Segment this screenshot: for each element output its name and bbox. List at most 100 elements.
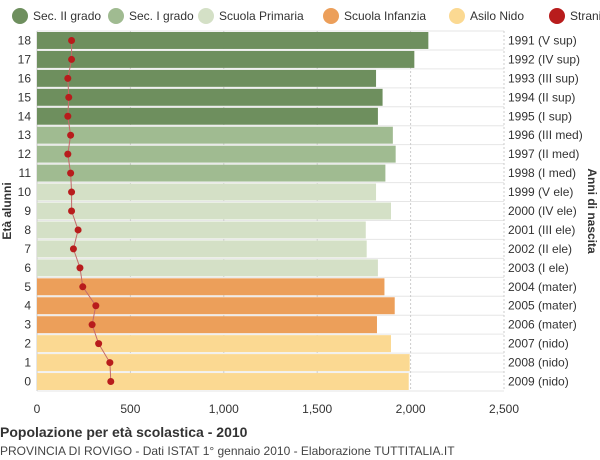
- bar-age-0: [37, 373, 409, 390]
- y-tick-label-age: 15: [18, 90, 32, 104]
- legend-item-inf: Scuola Infanzia: [323, 4, 426, 28]
- x-tick-label: 2,000: [396, 402, 426, 416]
- bar-age-10: [37, 183, 377, 201]
- x-tick-label: 2,500: [489, 402, 519, 416]
- y-tick-label-year: 2008 (nido): [508, 356, 569, 370]
- y-tick-label-year: 1992 (IV sup): [508, 52, 580, 66]
- stranieri-point-age-5: [79, 283, 87, 291]
- y-tick-label-age: 2: [24, 337, 31, 351]
- y-tick-label-age: 10: [18, 185, 32, 199]
- y-tick-label-year: 1998 (I med): [508, 166, 576, 180]
- stranieri-point-age-10: [68, 188, 76, 196]
- y-tick-label-age: 12: [18, 147, 32, 161]
- y-axis-title-left: Età alunni: [0, 182, 14, 239]
- legend-label-prim: Scuola Primaria: [219, 9, 304, 23]
- y-tick-label-year: 1997 (II med): [508, 147, 579, 161]
- legend-label-inf: Scuola Infanzia: [344, 9, 427, 23]
- y-tick-label-year: 2001 (III ele): [508, 223, 575, 237]
- bar-age-8: [37, 221, 366, 239]
- y-tick-label-age: 6: [24, 261, 31, 275]
- y-tick-label-age: 8: [24, 223, 31, 237]
- bar-age-7: [37, 240, 367, 258]
- stranieri-point-age-14: [64, 112, 72, 120]
- x-tick-label: 0: [34, 402, 41, 416]
- bar-age-14: [37, 107, 378, 125]
- stranieri-point-age-11: [67, 169, 75, 177]
- stranieri-point-age-18: [68, 36, 76, 44]
- stranieri-point-age-3: [88, 321, 96, 329]
- stranieri-point-age-12: [64, 150, 72, 158]
- stranieri-point-age-17: [68, 55, 76, 63]
- stranieri-point-age-8: [74, 226, 82, 234]
- y-tick-label-year: 2003 (I ele): [508, 261, 569, 275]
- stranieri-point-age-16: [64, 74, 72, 82]
- y-tick-label-age: 4: [24, 299, 31, 313]
- legend-item-str: Stranieri: [549, 4, 600, 28]
- y-tick-label-year: 2009 (nido): [508, 375, 569, 389]
- y-tick-label-age: 13: [18, 128, 32, 142]
- y-tick-label-age: 1: [24, 356, 31, 370]
- stranieri-point-age-2: [95, 340, 103, 348]
- y-tick-label-age: 14: [18, 109, 32, 123]
- bar-age-18: [37, 32, 429, 49]
- y-tick-label-age: 0: [24, 375, 31, 389]
- y-tick-label-age: 5: [24, 280, 31, 294]
- y-tick-label-year: 1994 (II sup): [508, 90, 575, 104]
- y-tick-label-age: 3: [24, 318, 31, 332]
- bar-age-4: [37, 297, 395, 315]
- y-tick-label-year: 2004 (mater): [508, 280, 577, 294]
- bar-age-13: [37, 126, 393, 144]
- y-tick-label-year: 2005 (mater): [508, 299, 577, 313]
- legend-swatch-sec2: [12, 8, 28, 24]
- legend-item-prim: Scuola Primaria: [198, 4, 304, 28]
- y-tick-label-year: 2000 (IV ele): [508, 204, 577, 218]
- y-tick-label-year: 1996 (III med): [508, 128, 583, 142]
- bar-age-16: [37, 69, 377, 87]
- legend-item-nido: Asilo Nido: [449, 4, 524, 28]
- y-tick-label-year: 1991 (V sup): [508, 33, 577, 47]
- y-tick-label-age: 7: [24, 242, 31, 256]
- x-tick-label: 500: [120, 402, 140, 416]
- y-tick-label-year: 2007 (nido): [508, 337, 569, 351]
- y-tick-label-age: 17: [18, 52, 32, 66]
- legend-swatch-str: [549, 8, 565, 24]
- y-tick-label-year: 1993 (III sup): [508, 71, 579, 85]
- legend-swatch-prim: [198, 8, 214, 24]
- legend-item-sec2: Sec. II grado: [12, 4, 101, 28]
- legend-label-sec2: Sec. II grado: [33, 9, 102, 23]
- y-tick-label-age: 11: [19, 166, 32, 180]
- bar-age-2: [37, 335, 391, 353]
- x-tick-label: 1,500: [302, 402, 332, 416]
- x-tick-label: 1,000: [209, 402, 239, 416]
- bar-age-11: [37, 164, 386, 182]
- stranieri-point-age-4: [92, 302, 100, 310]
- y-tick-label-year: 2006 (mater): [508, 318, 577, 332]
- y-tick-label-age: 16: [18, 71, 32, 85]
- y-axis-title-right: Anni di nascita: [585, 168, 599, 254]
- legend-swatch-nido: [449, 8, 465, 24]
- legend-label-sec1: Sec. I grado: [129, 9, 194, 23]
- bar-age-5: [37, 278, 385, 296]
- bar-age-15: [37, 88, 383, 106]
- legend-swatch-sec1: [108, 8, 124, 24]
- stranieri-point-age-7: [69, 245, 77, 253]
- bar-age-12: [37, 145, 396, 163]
- bar-age-6: [37, 259, 378, 277]
- legend-label-str: Stranieri: [570, 9, 600, 23]
- chart-footer-title: Popolazione per età scolastica - 2010: [0, 424, 248, 440]
- stranieri-point-age-0: [107, 378, 115, 386]
- stranieri-point-age-6: [76, 264, 84, 272]
- y-tick-label-year: 2002 (II ele): [508, 242, 572, 256]
- y-tick-label-year: 1995 (I sup): [508, 109, 572, 123]
- legend-swatch-inf: [323, 8, 339, 24]
- y-tick-label-year: 1999 (V ele): [508, 185, 573, 199]
- stranieri-point-age-15: [65, 93, 73, 101]
- legend-item-sec1: Sec. I grado: [108, 4, 194, 28]
- bar-age-1: [37, 354, 410, 372]
- legend: Sec. II grado Sec. I grado Scuola Primaria…: [0, 4, 600, 28]
- stranieri-point-age-13: [67, 131, 75, 139]
- legend-label-nido: Asilo Nido: [470, 9, 525, 23]
- stranieri-point-age-9: [68, 207, 76, 215]
